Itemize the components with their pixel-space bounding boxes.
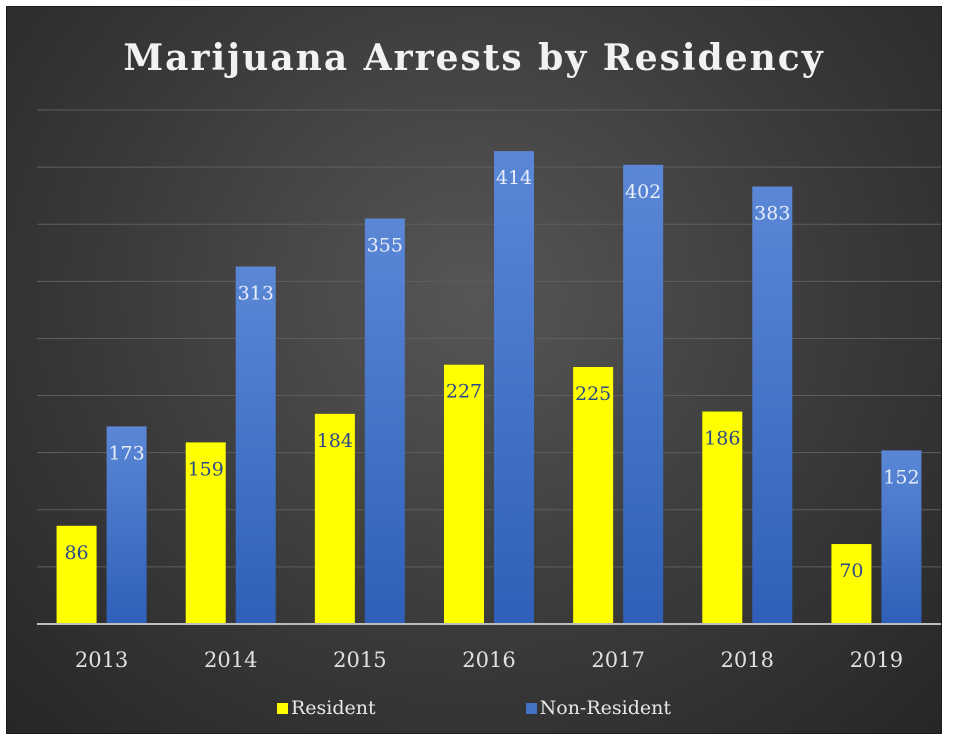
data-label-non-resident-2016: 414	[496, 167, 532, 189]
data-label-resident-2016: 227	[446, 381, 482, 403]
x-tick-label-2017: 2017	[591, 648, 644, 672]
data-label-non-resident-2013: 173	[108, 442, 144, 464]
bar-resident-2017	[573, 367, 614, 624]
bar-resident-2016	[444, 364, 484, 624]
legend-label-non-resident: Non-Resident	[539, 697, 672, 719]
bar-resident-2019	[831, 544, 872, 624]
legend: Resident Non-Resident	[7, 697, 941, 719]
data-label-resident-2015: 184	[317, 430, 353, 452]
data-label-non-resident-2019: 152	[883, 466, 919, 488]
data-label-resident-2019: 70	[839, 560, 863, 582]
bar-resident-2013	[56, 525, 97, 624]
x-tick-label-2016: 2016	[462, 648, 515, 672]
x-tick-label-2013: 2013	[75, 648, 128, 672]
bar-non-resident-2016	[494, 151, 534, 624]
bar-resident-2014	[185, 442, 226, 624]
bar-non-resident-2019	[881, 450, 922, 624]
legend-item-resident: Resident	[276, 697, 376, 719]
x-tick-label-2018: 2018	[721, 648, 774, 672]
chart-title: Marijuana Arrests by Residency	[123, 37, 825, 79]
bar-non-resident-2017	[623, 164, 664, 624]
data-label-resident-2018: 186	[704, 428, 740, 450]
data-label-resident-2014: 159	[188, 458, 224, 480]
data-label-non-resident-2017: 402	[625, 181, 661, 203]
x-tick-label-2015: 2015	[333, 648, 386, 672]
data-label-resident-2017: 225	[575, 383, 611, 405]
legend-swatch-resident	[276, 702, 288, 714]
data-label-non-resident-2014: 313	[238, 282, 274, 304]
bar-non-resident-2013	[106, 426, 147, 624]
bar-non-resident-2014	[235, 266, 276, 624]
chart-frame: Marijuana Arrests by Residency 86 173 2013…	[6, 6, 942, 734]
bar-resident-2018	[702, 411, 743, 624]
legend-label-resident: Resident	[290, 697, 376, 719]
legend-swatch-non-resident	[525, 702, 537, 714]
data-label-non-resident-2018: 383	[754, 203, 790, 225]
data-label-resident-2013: 86	[64, 542, 88, 564]
data-label-non-resident-2015: 355	[367, 235, 403, 257]
plot-area: 86 173 2013 159 313 2014 184 355 2015 227 414 2016 2…	[37, 109, 941, 672]
bar-non-resident-2015	[364, 218, 405, 624]
legend-item-non-resident: Non-Resident	[525, 697, 672, 719]
bar-non-resident-2018	[752, 186, 793, 625]
x-tick-label-2019: 2019	[850, 648, 903, 672]
x-tick-label-2014: 2014	[204, 648, 257, 672]
bar-resident-2015	[314, 413, 355, 624]
